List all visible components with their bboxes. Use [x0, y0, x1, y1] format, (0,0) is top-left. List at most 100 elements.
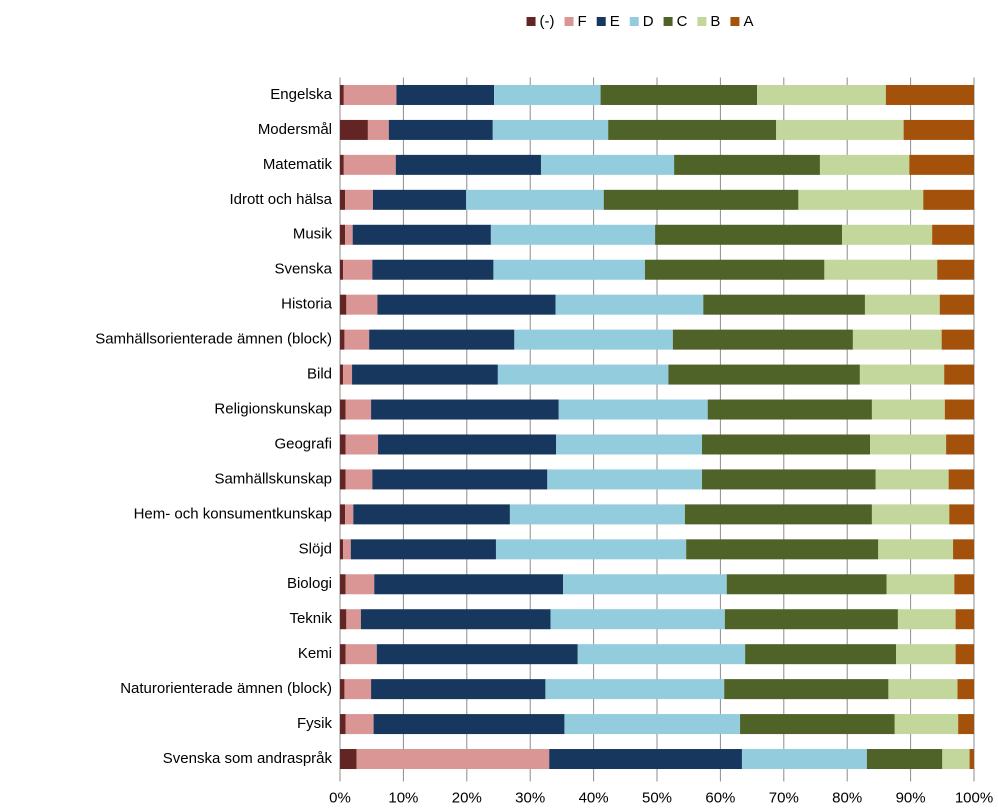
y-tick-label: Engelska	[270, 86, 332, 103]
bar-segment	[340, 224, 346, 245]
bar-segment	[923, 189, 974, 210]
y-tick-label: Religionskunskap	[214, 400, 332, 417]
x-tick-label: 50%	[642, 789, 672, 806]
bar-segment	[958, 714, 974, 735]
bar-segment	[842, 224, 933, 245]
bar-segment	[490, 224, 656, 245]
bar-segment	[340, 294, 347, 315]
bar-segment	[937, 259, 974, 280]
bar-segment	[703, 294, 865, 315]
bar-segment	[340, 329, 345, 350]
bar-segment	[340, 189, 346, 210]
bar-segment	[549, 749, 742, 770]
bar-segment	[870, 434, 947, 455]
bar-segment	[724, 609, 898, 630]
bar-segment	[369, 329, 515, 350]
legend-swatch	[663, 17, 673, 26]
bar-segment	[885, 84, 974, 105]
x-tick-label: 90%	[896, 789, 926, 806]
bar-segment	[824, 259, 938, 280]
bar-segment	[776, 119, 904, 140]
x-tick-label: 30%	[515, 789, 545, 806]
bar-segment	[356, 749, 550, 770]
bar-segment	[888, 679, 958, 700]
legend-label: F	[578, 13, 587, 30]
y-tick-label: Bild	[307, 366, 332, 383]
bar-segment	[819, 154, 910, 175]
bar-segment	[345, 574, 375, 595]
y-tick-label: Slöjd	[299, 540, 332, 557]
bar-segment	[495, 539, 687, 560]
x-tick-label: 60%	[705, 789, 735, 806]
y-tick-label: Matematik	[263, 156, 333, 173]
bar-segment	[668, 364, 860, 385]
bar-segment	[492, 119, 609, 140]
bar-segment	[875, 469, 949, 490]
bar-segment	[957, 679, 974, 700]
bar-segment	[340, 469, 346, 490]
bar-segment	[345, 714, 374, 735]
legend-swatch	[526, 17, 536, 26]
bar-segment	[608, 119, 777, 140]
bar-segment	[672, 329, 853, 350]
bar-segment	[340, 574, 346, 595]
bar-segment	[396, 84, 495, 105]
bar-segment	[346, 294, 378, 315]
bar-segment	[741, 749, 867, 770]
bar-segment	[372, 189, 467, 210]
bar-segment	[345, 504, 354, 525]
legend-swatch	[629, 17, 639, 26]
bar-segment	[556, 434, 703, 455]
legend-swatch	[730, 17, 740, 26]
bar-segment	[345, 469, 373, 490]
bar-segment	[686, 539, 879, 560]
bar-segment	[866, 749, 943, 770]
bar-segment	[494, 84, 601, 105]
legend-swatch	[697, 17, 707, 26]
bar-segment	[346, 609, 361, 630]
legend-label: E	[610, 13, 620, 30]
x-tick-label: 20%	[452, 789, 482, 806]
bar-segment	[871, 399, 945, 420]
bar-segment	[558, 399, 708, 420]
bar-segment	[395, 154, 541, 175]
bar-segment	[644, 259, 825, 280]
bar-segment	[897, 609, 956, 630]
legend-swatch	[564, 17, 574, 26]
bar-segment	[942, 749, 970, 770]
x-tick-label: 80%	[832, 789, 862, 806]
bar-segment	[740, 714, 895, 735]
bar-segment	[903, 119, 974, 140]
bar-segment	[353, 504, 510, 525]
bar-segment	[345, 189, 373, 210]
bar-segment	[955, 609, 974, 630]
bar-segment	[466, 189, 604, 210]
bar-segment	[340, 609, 347, 630]
bar-segment	[340, 644, 346, 665]
bar-segment	[953, 539, 974, 560]
bar-segment	[343, 154, 396, 175]
bar-segment	[388, 119, 493, 140]
legend-label: (-)	[540, 13, 555, 30]
bar-segment	[340, 504, 346, 525]
bar-segment	[378, 434, 557, 455]
bar-segment	[564, 714, 741, 735]
bar-segment	[350, 539, 496, 560]
y-tick-label: Idrott och hälsa	[229, 191, 332, 208]
bar-segment	[367, 119, 389, 140]
bar-segment	[514, 329, 673, 350]
x-tick-label: 70%	[769, 789, 799, 806]
bar-segment	[944, 399, 974, 420]
y-tick-label: Historia	[281, 296, 333, 313]
bar-segment	[340, 714, 346, 735]
bar-segment	[493, 259, 645, 280]
y-tick-label: Modersmål	[258, 121, 332, 138]
bar-segment	[724, 679, 889, 700]
bar-segment	[345, 644, 377, 665]
bar-segment	[702, 469, 876, 490]
bar-segment	[684, 504, 872, 525]
legend-label: C	[677, 13, 688, 30]
bar-segment	[340, 399, 346, 420]
bar-segment	[941, 329, 974, 350]
legend-swatch	[596, 17, 606, 26]
